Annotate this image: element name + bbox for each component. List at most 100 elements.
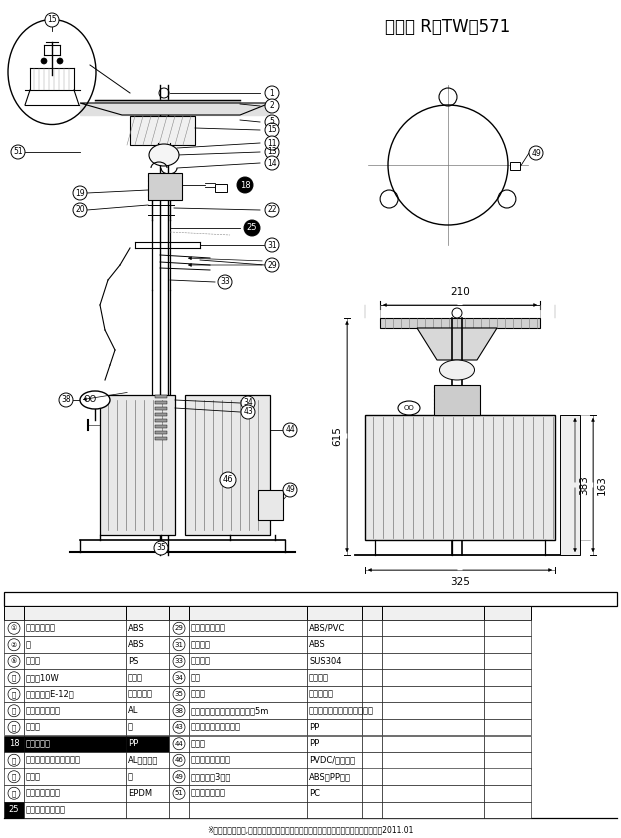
Circle shape	[8, 705, 20, 716]
Bar	[126, 670, 169, 686]
Text: 部番: 部番	[367, 608, 377, 618]
Bar	[215, 184, 227, 192]
Polygon shape	[417, 328, 497, 360]
Bar	[484, 768, 531, 785]
Text: AL: AL	[128, 706, 138, 716]
Circle shape	[173, 705, 185, 716]
Bar	[126, 768, 169, 785]
Text: ①: ①	[11, 625, 17, 631]
Circle shape	[241, 405, 255, 419]
Text: 浸水報知器: 浸水報知器	[26, 739, 51, 748]
Bar	[362, 620, 382, 637]
Text: EPDM: EPDM	[128, 789, 152, 798]
Circle shape	[265, 238, 279, 252]
Bar	[382, 653, 484, 670]
Text: PS: PS	[128, 657, 138, 665]
Bar	[169, 686, 189, 702]
Text: セード: セード	[26, 657, 41, 665]
Bar	[169, 670, 189, 686]
Bar	[169, 620, 189, 637]
Circle shape	[8, 623, 20, 634]
Text: 軸受け: 軸受け	[191, 690, 206, 699]
Bar	[4, 606, 24, 620]
Text: 部番: 部番	[174, 608, 184, 618]
Bar	[155, 395, 167, 398]
Bar	[4, 768, 24, 785]
Text: 18: 18	[240, 180, 250, 189]
Text: ⑪: ⑪	[12, 675, 16, 681]
Bar	[484, 736, 531, 752]
Text: 29: 29	[175, 625, 183, 631]
Text: 22: 22	[267, 205, 277, 215]
Bar	[4, 686, 24, 702]
Text: 33: 33	[175, 659, 183, 665]
Bar	[24, 801, 126, 818]
Bar	[307, 719, 362, 736]
Text: 34: 34	[175, 675, 183, 680]
Bar	[100, 395, 175, 535]
Text: 44: 44	[175, 741, 183, 747]
Text: SUS304: SUS304	[309, 657, 342, 665]
Text: ⑵: ⑵	[12, 790, 16, 797]
Bar	[484, 702, 531, 719]
Text: PP: PP	[128, 739, 138, 748]
Bar	[189, 606, 307, 620]
Bar	[4, 736, 24, 752]
Bar	[189, 620, 307, 637]
Bar	[484, 670, 531, 686]
Bar	[155, 413, 167, 416]
Bar	[169, 606, 189, 620]
Text: ⑭: ⑭	[12, 707, 16, 714]
Bar	[155, 437, 167, 440]
Bar	[362, 606, 382, 620]
Bar	[484, 719, 531, 736]
Text: 38: 38	[61, 396, 71, 405]
Bar	[189, 719, 307, 736]
Circle shape	[8, 722, 20, 733]
Text: オーバーフロー穴: オーバーフロー穴	[26, 805, 66, 815]
Text: PVDC/ナイロン: PVDC/ナイロン	[309, 756, 355, 765]
Bar	[307, 670, 362, 686]
Bar	[484, 653, 531, 670]
Circle shape	[265, 115, 279, 129]
Circle shape	[41, 58, 47, 64]
Bar	[24, 785, 126, 801]
Bar	[189, 752, 307, 768]
Circle shape	[8, 754, 20, 766]
Text: 本体支え付き濾過槽蓋: 本体支え付き濾過槽蓋	[191, 722, 241, 732]
Text: 2: 2	[270, 101, 274, 111]
Bar	[169, 637, 189, 653]
Text: 20: 20	[75, 205, 85, 215]
Text: 44: 44	[285, 426, 295, 434]
Polygon shape	[148, 173, 182, 200]
Text: 35: 35	[175, 691, 183, 697]
Bar	[307, 736, 362, 752]
Text: 定格電圧 100V　定格出力　3.5W　消費電力 22W　タカラ工業株式会社: 定格電圧 100V 定格出力 3.5W 消費電力 22W タカラ工業株式会社	[104, 594, 311, 603]
Text: 31: 31	[267, 241, 277, 250]
Bar	[24, 606, 126, 620]
Bar	[126, 620, 169, 637]
Circle shape	[173, 623, 185, 634]
Bar	[484, 637, 531, 653]
Bar	[169, 801, 189, 818]
Bar	[24, 620, 126, 637]
Circle shape	[8, 639, 20, 651]
Text: ABS: ABS	[128, 623, 145, 633]
Bar	[24, 686, 126, 702]
Bar	[307, 653, 362, 670]
Circle shape	[529, 146, 543, 160]
Bar	[4, 719, 24, 736]
Bar	[307, 606, 362, 620]
Text: 傘: 傘	[26, 640, 31, 649]
Text: 25: 25	[9, 805, 19, 815]
Bar	[4, 670, 24, 686]
Text: 31: 31	[175, 642, 183, 648]
Polygon shape	[80, 103, 270, 115]
Bar	[307, 637, 362, 653]
Circle shape	[173, 722, 185, 733]
Bar	[126, 785, 169, 801]
Text: OO: OO	[404, 405, 414, 411]
Text: ※お断りなく材質,形状等を変更する場合がございます。　白ヌキ・・・・非売品　2011.01: ※お断りなく材質,形状等を変更する場合がございます。 白ヌキ・・・・非売品 20…	[207, 825, 413, 835]
Bar	[382, 736, 484, 752]
Bar	[126, 637, 169, 653]
